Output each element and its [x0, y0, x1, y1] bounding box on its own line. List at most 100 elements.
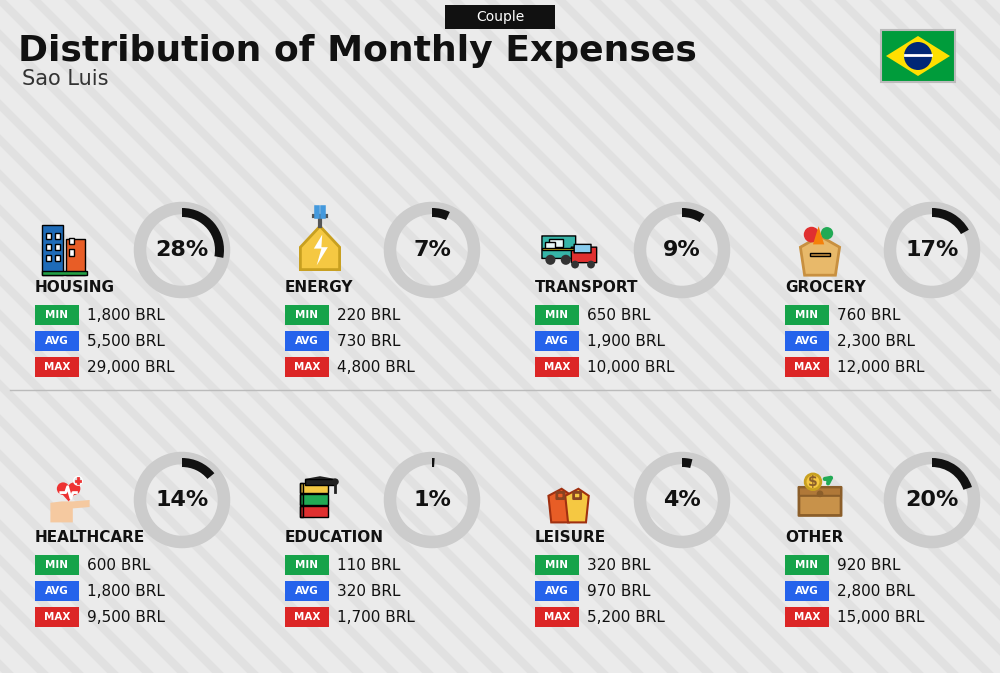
- Text: 320 BRL: 320 BRL: [587, 557, 650, 573]
- Text: Sao Luis: Sao Luis: [22, 69, 108, 89]
- Circle shape: [74, 476, 82, 485]
- Text: 10,000 BRL: 10,000 BRL: [587, 359, 674, 374]
- Text: 1,700 BRL: 1,700 BRL: [337, 610, 415, 625]
- FancyBboxPatch shape: [535, 331, 579, 351]
- Text: OTHER: OTHER: [785, 530, 843, 546]
- FancyBboxPatch shape: [881, 30, 955, 82]
- FancyBboxPatch shape: [535, 555, 579, 575]
- Wedge shape: [432, 458, 435, 467]
- Circle shape: [68, 483, 80, 495]
- Wedge shape: [682, 458, 692, 468]
- FancyBboxPatch shape: [571, 247, 597, 262]
- FancyBboxPatch shape: [574, 244, 591, 253]
- FancyBboxPatch shape: [285, 581, 329, 601]
- Text: 12,000 BRL: 12,000 BRL: [837, 359, 924, 374]
- Text: AVG: AVG: [295, 336, 319, 346]
- FancyBboxPatch shape: [799, 487, 841, 516]
- Text: 14%: 14%: [155, 490, 209, 510]
- FancyBboxPatch shape: [535, 305, 579, 325]
- Circle shape: [587, 260, 595, 269]
- FancyBboxPatch shape: [535, 357, 579, 377]
- Text: 730 BRL: 730 BRL: [337, 334, 400, 349]
- Text: 9%: 9%: [663, 240, 701, 260]
- Text: 1%: 1%: [413, 490, 451, 510]
- Text: 15,000 BRL: 15,000 BRL: [837, 610, 924, 625]
- Text: 20%: 20%: [905, 490, 959, 510]
- Polygon shape: [813, 226, 824, 244]
- Circle shape: [805, 474, 821, 490]
- Circle shape: [904, 42, 932, 70]
- FancyBboxPatch shape: [55, 244, 60, 250]
- Text: GROCERY: GROCERY: [785, 281, 866, 295]
- Text: MIN: MIN: [796, 560, 818, 570]
- FancyBboxPatch shape: [785, 331, 829, 351]
- Text: MAX: MAX: [294, 362, 320, 372]
- Polygon shape: [548, 489, 572, 522]
- Text: MIN: MIN: [546, 310, 568, 320]
- Text: 2,800 BRL: 2,800 BRL: [837, 583, 915, 598]
- Text: MIN: MIN: [796, 310, 818, 320]
- Text: 7%: 7%: [413, 240, 451, 260]
- FancyBboxPatch shape: [785, 305, 829, 325]
- Text: MIN: MIN: [46, 560, 68, 570]
- Polygon shape: [300, 226, 340, 270]
- FancyBboxPatch shape: [785, 581, 829, 601]
- Text: MAX: MAX: [794, 612, 820, 622]
- Text: MAX: MAX: [544, 362, 570, 372]
- Text: HEALTHCARE: HEALTHCARE: [35, 530, 145, 546]
- Circle shape: [545, 255, 555, 265]
- FancyBboxPatch shape: [785, 357, 829, 377]
- FancyBboxPatch shape: [300, 483, 303, 493]
- Polygon shape: [50, 500, 90, 522]
- Text: 600 BRL: 600 BRL: [87, 557, 150, 573]
- Polygon shape: [305, 476, 335, 479]
- Polygon shape: [565, 489, 589, 522]
- FancyBboxPatch shape: [300, 506, 303, 517]
- Text: AVG: AVG: [545, 336, 569, 346]
- Circle shape: [332, 479, 339, 485]
- Text: AVG: AVG: [295, 586, 319, 596]
- Text: 320 BRL: 320 BRL: [337, 583, 400, 598]
- Polygon shape: [800, 236, 840, 275]
- Text: MIN: MIN: [46, 310, 68, 320]
- Text: MIN: MIN: [296, 310, 318, 320]
- FancyBboxPatch shape: [46, 255, 51, 261]
- Text: 650 BRL: 650 BRL: [587, 308, 650, 322]
- FancyBboxPatch shape: [69, 238, 74, 244]
- Text: 9,500 BRL: 9,500 BRL: [87, 610, 165, 625]
- FancyBboxPatch shape: [535, 607, 579, 627]
- FancyBboxPatch shape: [69, 250, 74, 256]
- Text: 760 BRL: 760 BRL: [837, 308, 900, 322]
- Wedge shape: [182, 458, 214, 479]
- FancyBboxPatch shape: [542, 248, 576, 250]
- Wedge shape: [932, 208, 969, 234]
- Circle shape: [817, 491, 823, 497]
- Text: MAX: MAX: [44, 362, 70, 372]
- Text: MIN: MIN: [296, 560, 318, 570]
- FancyBboxPatch shape: [300, 506, 328, 517]
- Text: 29,000 BRL: 29,000 BRL: [87, 359, 175, 374]
- FancyBboxPatch shape: [35, 305, 79, 325]
- FancyBboxPatch shape: [285, 607, 329, 627]
- FancyBboxPatch shape: [35, 331, 79, 351]
- Text: EDUCATION: EDUCATION: [285, 530, 384, 546]
- Text: HOUSING: HOUSING: [35, 281, 115, 295]
- Text: Couple: Couple: [476, 10, 524, 24]
- Circle shape: [571, 260, 579, 269]
- Text: 4,800 BRL: 4,800 BRL: [337, 359, 415, 374]
- FancyBboxPatch shape: [810, 253, 830, 256]
- FancyBboxPatch shape: [55, 233, 60, 239]
- FancyBboxPatch shape: [285, 305, 329, 325]
- Text: TRANSPORT: TRANSPORT: [535, 281, 639, 295]
- Wedge shape: [682, 208, 705, 222]
- Text: ENERGY: ENERGY: [285, 281, 354, 295]
- FancyBboxPatch shape: [66, 239, 85, 275]
- Text: 28%: 28%: [155, 240, 209, 260]
- FancyBboxPatch shape: [545, 242, 555, 248]
- FancyBboxPatch shape: [35, 555, 79, 575]
- Circle shape: [561, 255, 571, 265]
- Polygon shape: [314, 235, 328, 265]
- FancyBboxPatch shape: [35, 357, 79, 377]
- FancyBboxPatch shape: [300, 495, 303, 505]
- Text: AVG: AVG: [795, 586, 819, 596]
